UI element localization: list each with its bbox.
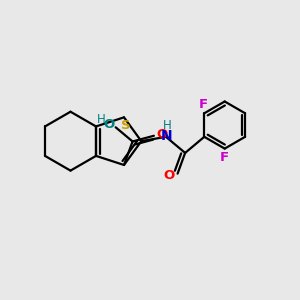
Text: O: O [157, 128, 168, 141]
Text: F: F [220, 151, 229, 164]
Text: F: F [199, 98, 208, 111]
Text: O: O [103, 118, 115, 131]
Text: O: O [164, 169, 175, 182]
Text: H: H [163, 118, 171, 131]
Text: N: N [161, 129, 172, 143]
Text: H: H [97, 113, 105, 126]
Text: S: S [121, 119, 130, 132]
